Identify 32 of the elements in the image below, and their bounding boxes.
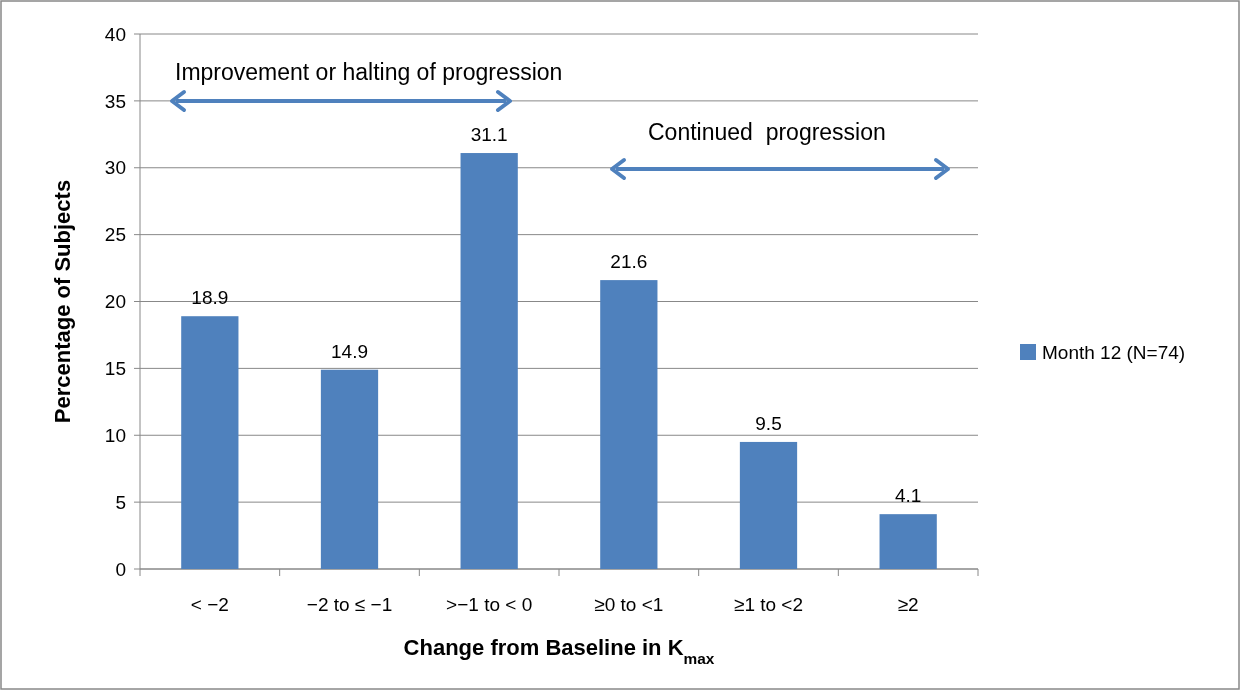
data-label: 31.1 bbox=[470, 124, 508, 146]
y-tick-label: 35 bbox=[104, 90, 126, 112]
y-tick-label: 10 bbox=[104, 424, 126, 446]
x-axis-title: Change from Baseline in K$_{max}$ bbox=[403, 635, 715, 667]
bar bbox=[600, 280, 658, 569]
x-tick-label: −2 to ≤ −1 bbox=[306, 594, 393, 615]
data-label: 4.1 bbox=[894, 485, 922, 507]
bar bbox=[739, 441, 798, 569]
y-tick-label: 0 bbox=[115, 558, 126, 580]
x-tick-label: ≥0 to <1 bbox=[594, 594, 664, 615]
legend-label: Month 12 (N=74) bbox=[1042, 341, 1186, 363]
y-tick-label: 40 bbox=[104, 23, 126, 45]
y-tick-label: 25 bbox=[104, 224, 126, 246]
y-tick-label: 20 bbox=[104, 291, 126, 313]
y-tick-label: 30 bbox=[104, 157, 126, 179]
x-tick-label: < −2 bbox=[190, 594, 229, 615]
bar bbox=[320, 369, 379, 569]
data-label: 9.5 bbox=[755, 412, 782, 434]
y-axis-title: Percentage of Subjects bbox=[50, 179, 75, 424]
data-label: 18.9 bbox=[191, 287, 229, 309]
annotation: Improvement or halting of progression bbox=[175, 59, 563, 85]
bar bbox=[181, 316, 239, 569]
bar bbox=[460, 153, 518, 569]
data-label: 21.6 bbox=[610, 251, 648, 273]
x-tick-label: ≥2 bbox=[897, 594, 919, 615]
x-tick-label: ≥1 to <2 bbox=[733, 594, 804, 615]
data-label: 14.9 bbox=[331, 340, 368, 362]
bar bbox=[879, 514, 937, 569]
y-tick-label: 15 bbox=[104, 358, 126, 380]
x-tick-label: >−1 to < 0 bbox=[446, 594, 533, 615]
annotation: Continued progression bbox=[648, 119, 886, 145]
y-tick-label: 5 bbox=[115, 491, 126, 513]
